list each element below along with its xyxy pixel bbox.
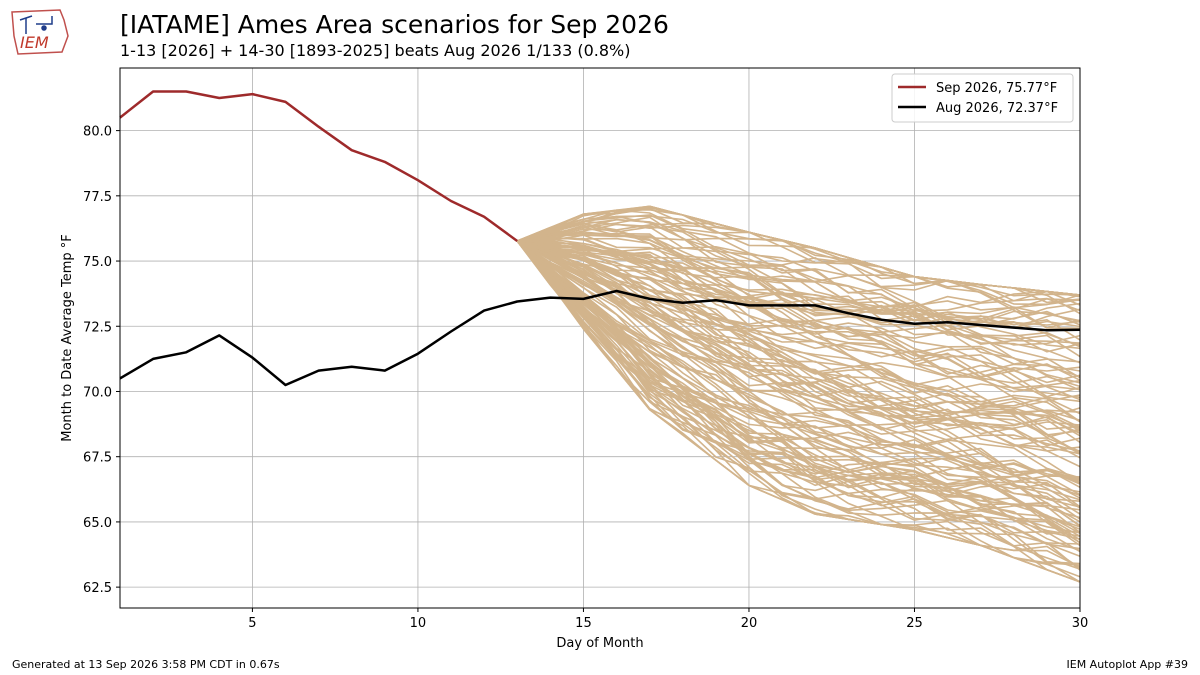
scenario-line (517, 240, 1081, 341)
legend: Sep 2026, 75.77°F Aug 2026, 72.37°F (891, 73, 1074, 123)
aug-2026-line (119, 289, 1081, 387)
x-tick-label: 20 (741, 616, 758, 631)
x-tick-label: 30 (1072, 616, 1089, 631)
scenario-line (516, 240, 1081, 511)
scenario-line (516, 240, 1081, 483)
scenario-line (516, 240, 1081, 583)
scenario-line (516, 240, 1081, 545)
scenario-line (517, 218, 1081, 297)
scenario-line (516, 240, 1081, 386)
x-tick-label: 5 (248, 616, 256, 631)
x-axis-label: Day of Month (556, 636, 643, 651)
y-tick-label: 75.0 (83, 255, 112, 270)
scenario-line (516, 240, 1081, 392)
generated-footer: Generated at 13 Sep 2026 3:58 PM CDT in … (12, 658, 280, 671)
scenario-line (516, 240, 1081, 429)
y-tick-label: 67.5 (83, 451, 112, 466)
scenario-line (517, 231, 1081, 329)
scenario-line (517, 240, 1081, 439)
scenario-line (516, 240, 1081, 530)
scenario-lines (516, 205, 1081, 583)
x-tick-label: 15 (575, 616, 592, 631)
legend-aug-label: Aug 2026, 72.37°F (936, 101, 1058, 116)
scenario-line (516, 240, 1081, 537)
y-tick-label: 72.5 (83, 320, 112, 335)
scenario-line (517, 240, 1081, 347)
scenario-line (517, 240, 1081, 364)
y-axis-label: Month to Date Average Temp °F (60, 234, 75, 442)
scenario-line (516, 240, 1081, 423)
plot-frame (119, 67, 1081, 609)
scenario-line (517, 240, 1081, 388)
x-tick-label: 10 (410, 616, 427, 631)
scenario-line (516, 240, 1081, 452)
scenario-line (517, 236, 1081, 321)
scenario-line (516, 240, 1081, 553)
scenario-line (516, 240, 1081, 515)
scenario-line (517, 223, 1081, 304)
y-tick-label: 80.0 (83, 125, 112, 140)
iem-logo: IEM (8, 6, 72, 58)
scenario-line (517, 234, 1081, 399)
scenario-line (516, 240, 1081, 520)
scenario-line (516, 215, 1081, 350)
chart-subtitle: 1-13 [2026] + 14-30 [1893-2025] beats Au… (120, 41, 631, 60)
scenario-line (516, 240, 1081, 459)
scenario-line (517, 228, 1081, 353)
axis-ticks: 5 10 15 20 25 30 62.5 65.0 67.5 70.0 72.5 75.0 77.5 8… (83, 125, 1088, 631)
y-tick-label: 70.0 (83, 385, 112, 400)
y-tick-label: 62.5 (83, 581, 112, 596)
legend-sep-label: Sep 2026, 75.77°F (936, 81, 1057, 96)
scenario-line (517, 237, 1081, 379)
y-tick-label: 65.0 (83, 516, 112, 531)
logo-text: IEM (20, 33, 49, 52)
scenario-line (516, 240, 1081, 419)
chart-title: [IATAME] Ames Area scenarios for Sep 202… (120, 10, 669, 39)
scenario-line (516, 240, 1081, 541)
scenario-line (517, 233, 1081, 322)
series-lines (119, 90, 1081, 387)
scenario-line (516, 240, 1081, 435)
scenario-line (516, 240, 1081, 479)
scenario-line (516, 240, 1081, 509)
x-tick-label: 25 (906, 616, 923, 631)
scenario-line (516, 240, 1081, 583)
y-tick-label: 77.5 (83, 190, 112, 205)
scenario-line (516, 240, 1081, 519)
scenario-line (516, 240, 1081, 384)
scenario-line (516, 240, 1081, 557)
scenario-line (516, 240, 1081, 496)
sep-2026-line (119, 90, 518, 243)
legend-box (891, 73, 1074, 123)
app-footer: IEM Autoplot App #39 (1066, 658, 1189, 671)
scenario-line (516, 240, 1081, 583)
scenario-line (516, 240, 1081, 436)
scenario-line (516, 240, 1081, 499)
